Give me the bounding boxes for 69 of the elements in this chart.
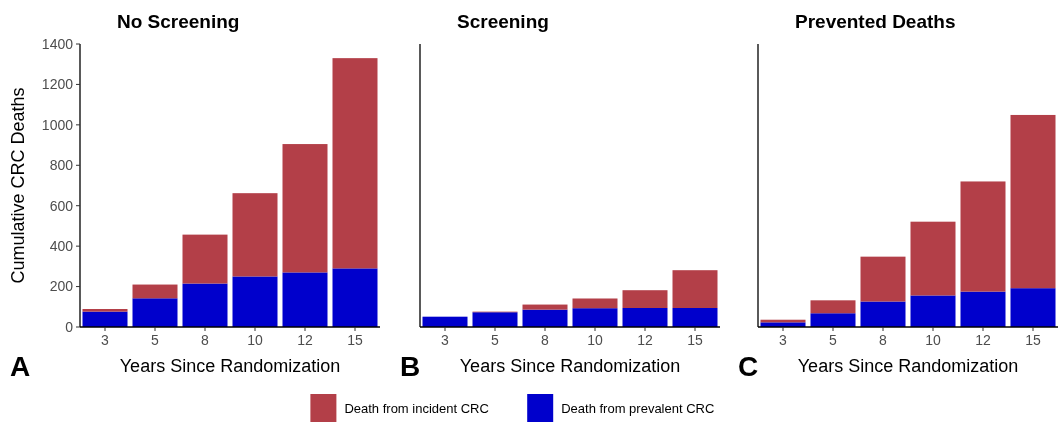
text: B (400, 351, 421, 382)
y-axis-title: Cumulative CRC Deaths (8, 87, 28, 284)
bar (282, 144, 328, 273)
bar (82, 309, 128, 312)
y-tick-label: 200 (49, 278, 74, 295)
chart-title: Prevented Deaths (795, 11, 956, 32)
x-tick-label: 5 (491, 332, 500, 348)
bar (572, 308, 618, 327)
y-tick-label: 1000 (41, 116, 74, 133)
chart-title: Screening (457, 11, 549, 32)
bar (960, 181, 1006, 292)
legend-label: Death from incident CRC (344, 400, 489, 416)
y-tick-label: 1200 (41, 76, 74, 93)
x-tick-label: 3 (441, 332, 450, 348)
bar (332, 268, 378, 327)
bar (522, 309, 568, 327)
x-tick-label: 10 (587, 332, 603, 348)
bar (622, 290, 668, 308)
y-tick-label: 1400 (41, 35, 74, 52)
x-tick-label: 5 (151, 332, 160, 348)
bar (860, 301, 906, 327)
x-tick-label: 3 (101, 332, 110, 348)
x-tick-label: 12 (297, 332, 313, 348)
bar (672, 308, 718, 327)
bar (332, 58, 378, 269)
y-tick-label: 600 (49, 197, 74, 214)
y-tick-label: 0 (65, 318, 74, 335)
bar (810, 313, 856, 327)
bar (132, 284, 178, 299)
bar (622, 308, 668, 327)
x-tick-label: 10 (247, 332, 263, 348)
x-tick-label: 15 (347, 332, 363, 348)
x-axis-title: Years Since Randomization (119, 356, 341, 376)
bar (182, 283, 228, 327)
chart-title: No Screening (117, 11, 240, 32)
x-axis-title: Years Since Randomization (459, 356, 681, 376)
x-tick-label: 5 (829, 332, 838, 348)
bar (1010, 288, 1056, 327)
bar (522, 304, 568, 310)
x-axis-title: Years Since Randomization (797, 356, 1019, 376)
bar (182, 234, 228, 284)
bar (1010, 114, 1056, 289)
x-tick-label: 10 (925, 332, 941, 348)
bar (232, 276, 278, 327)
bar (132, 298, 178, 327)
x-tick-label: 8 (201, 332, 210, 348)
x-tick-label: 3 (779, 332, 788, 348)
bar (672, 270, 718, 308)
x-tick-label: 15 (1025, 332, 1041, 348)
text: C (738, 351, 759, 382)
x-tick-label: 8 (541, 332, 550, 348)
bar (810, 300, 856, 314)
bar (472, 312, 518, 327)
bar (232, 193, 278, 277)
y-tick-label: 800 (49, 157, 74, 174)
bar (910, 295, 956, 327)
bar (282, 272, 328, 327)
y-tick-label: 400 (49, 238, 74, 255)
x-tick-label: 12 (637, 332, 653, 348)
bar (860, 256, 906, 302)
bar (910, 221, 956, 296)
text: A (10, 351, 31, 382)
bar (572, 298, 618, 309)
bar (960, 291, 1006, 327)
x-tick-label: 15 (687, 332, 703, 348)
bar (82, 311, 128, 327)
x-tick-label: 8 (879, 332, 888, 348)
x-tick-label: 12 (975, 332, 991, 348)
legend-label: Death from prevalent CRC (561, 400, 715, 416)
